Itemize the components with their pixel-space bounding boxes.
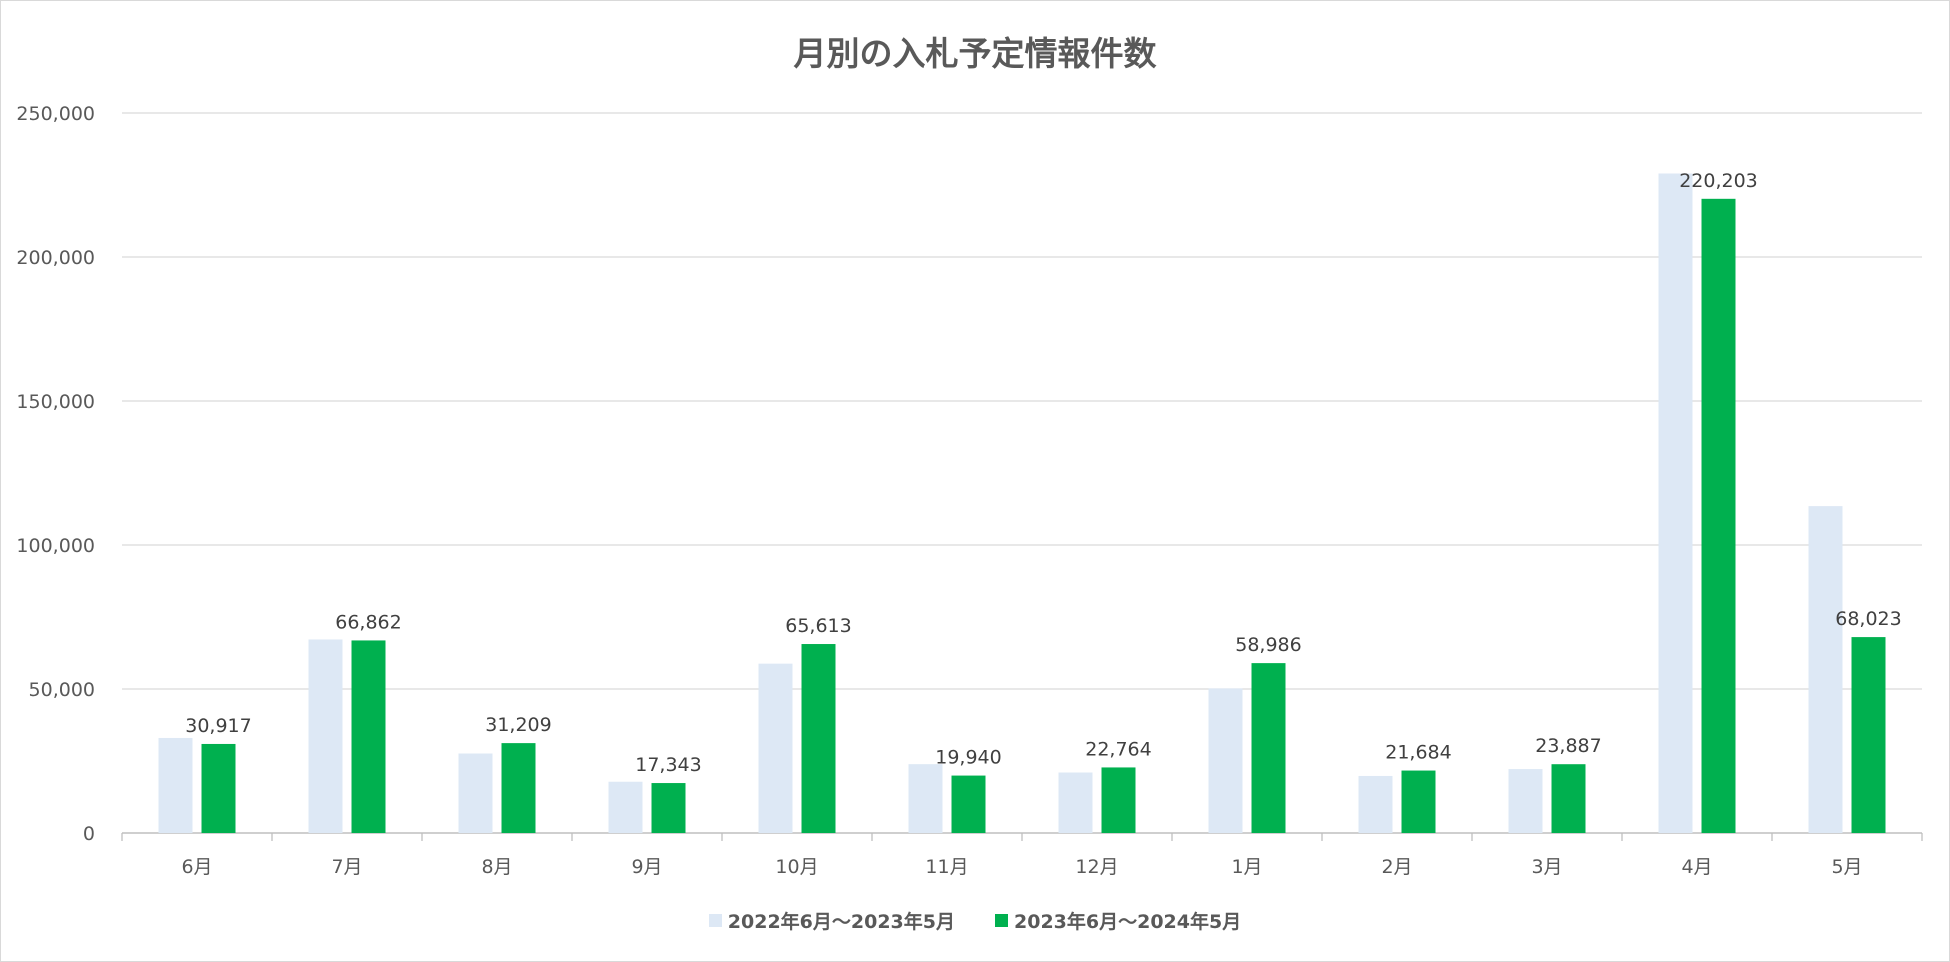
- data-label-series-2: 220,203: [1679, 170, 1758, 192]
- data-label-series-2: 30,917: [185, 715, 251, 737]
- bar-series-2: [501, 743, 536, 833]
- y-tick-label: 250,000: [16, 103, 95, 125]
- data-label-series-2: 23,887: [1535, 735, 1601, 757]
- legend: 2022年6月～2023年5月 2023年6月～2024年5月: [1, 907, 1949, 934]
- bar-series-2: [951, 775, 986, 833]
- bar-series-2: [351, 640, 386, 833]
- data-label-series-2: 31,209: [485, 714, 551, 736]
- bar-series-2: [1851, 637, 1886, 833]
- x-tick-label: 4月: [1681, 856, 1712, 878]
- bar-series-2: [1251, 663, 1286, 833]
- legend-label-series-2: 2023年6月～2024年5月: [1014, 911, 1242, 933]
- bar-series-1: [308, 639, 343, 833]
- x-tick-label: 7月: [331, 856, 362, 878]
- legend-swatch-series-2: [995, 914, 1008, 927]
- x-tick-label: 6月: [181, 856, 212, 878]
- x-tick-label: 5月: [1831, 856, 1862, 878]
- bar-series-1: [1658, 173, 1693, 834]
- bar-series-2: [1101, 767, 1136, 833]
- bar-series-1: [1058, 772, 1093, 833]
- legend-item-series-2: 2023年6月～2024年5月: [995, 907, 1241, 934]
- bar-series-1: [608, 781, 643, 833]
- bar-series-1: [1358, 775, 1393, 833]
- bar-series-2: [651, 783, 686, 833]
- bar-series-2: [201, 743, 236, 833]
- bar-series-1: [1208, 688, 1243, 833]
- legend-swatch-series-1: [708, 914, 722, 927]
- bar-series-1: [158, 737, 193, 833]
- y-tick-label: 50,000: [29, 679, 95, 701]
- x-tick-label: 12月: [1075, 856, 1118, 878]
- legend-item-series-1: 2022年6月～2023年5月: [708, 907, 955, 934]
- data-label-series-2: 65,613: [785, 615, 851, 637]
- data-label-series-2: 21,684: [1385, 742, 1451, 764]
- x-tick-label: 2月: [1381, 856, 1412, 878]
- bar-series-1: [908, 764, 943, 833]
- bar-series-1: [1808, 506, 1843, 833]
- x-tick-label: 8月: [481, 856, 512, 878]
- bar-series-2: [801, 644, 836, 833]
- data-label-series-2: 58,986: [1235, 634, 1301, 656]
- x-tick-label: 10月: [775, 856, 818, 878]
- x-tick-label: 11月: [925, 856, 968, 878]
- bar-series-1: [758, 663, 793, 833]
- bar-series-1: [458, 753, 493, 833]
- data-label-series-2: 66,862: [335, 611, 401, 633]
- legend-label-series-1: 2022年6月～2023年5月: [727, 911, 955, 933]
- chart-title: 月別の入札予定情報件数: [793, 34, 1157, 73]
- x-tick-label: 3月: [1531, 856, 1562, 878]
- plot-area: 0 50,000 100,000 150,000 200,000 250,000 30,91…: [16, 103, 1923, 878]
- bar-series-1: [1508, 769, 1543, 833]
- y-tick-label: 100,000: [16, 535, 95, 557]
- x-tick-label: 1月: [1231, 856, 1262, 878]
- data-label-series-2: 19,940: [935, 747, 1001, 769]
- data-label-series-2: 17,343: [635, 754, 701, 776]
- x-tick-label: 9月: [631, 856, 662, 878]
- data-label-series-2: 22,764: [1085, 738, 1151, 760]
- bar-series-2: [1401, 770, 1436, 833]
- bar-series-2: [1701, 198, 1736, 833]
- y-tick-label: 0: [83, 823, 95, 845]
- y-tick-label: 150,000: [16, 391, 95, 413]
- y-tick-label: 200,000: [16, 247, 95, 269]
- data-label-series-2: 68,023: [1835, 608, 1901, 630]
- bar-series-2: [1551, 764, 1586, 833]
